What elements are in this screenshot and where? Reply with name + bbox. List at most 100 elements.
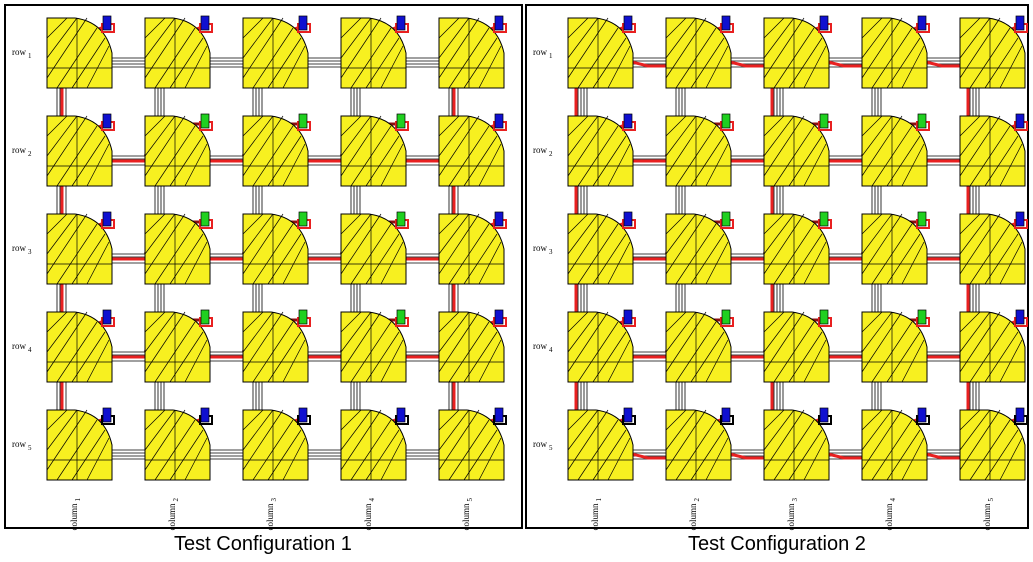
io-block: [624, 16, 632, 30]
io-block: [103, 310, 111, 324]
logic-tile: [47, 310, 114, 382]
column-label-index: 3: [270, 498, 278, 502]
row-label-index: 5: [28, 444, 32, 452]
io-block: [722, 212, 730, 226]
row-label-text: row: [533, 243, 547, 253]
logic-tile: [439, 408, 506, 480]
logic-tile: [341, 310, 408, 382]
logic-tile: [666, 212, 733, 284]
io-block: [820, 212, 828, 226]
column-label-index: 5: [466, 498, 474, 502]
logic-tile: [341, 212, 408, 284]
io-block: [103, 114, 111, 128]
column-label: column5: [982, 498, 995, 531]
route: [922, 61, 965, 66]
io-block: [722, 408, 730, 422]
io-block: [201, 408, 209, 422]
logic-tile: [960, 16, 1027, 88]
row-label-text: row: [12, 47, 26, 57]
io-block: [397, 408, 405, 422]
column-label: column5: [461, 498, 474, 531]
row-label-index: 3: [549, 248, 553, 256]
logic-tile: [568, 212, 635, 284]
io-block: [1016, 212, 1024, 226]
column-label-index: 1: [595, 498, 603, 502]
logic-tile: [568, 16, 635, 88]
io-block: [103, 16, 111, 30]
io-block: [820, 408, 828, 422]
column-label: column4: [884, 498, 897, 531]
column-label-text: column: [265, 503, 275, 530]
row-label: row2: [12, 145, 32, 158]
io-block: [397, 16, 405, 30]
column-label-text: column: [982, 503, 992, 530]
logic-tile: [47, 212, 114, 284]
column-label-text: column: [167, 503, 177, 530]
logic-tile: [666, 16, 733, 88]
logic-tile: [568, 310, 635, 382]
logic-tile: [145, 114, 212, 186]
io-block: [1016, 16, 1024, 30]
column-label: column1: [69, 498, 82, 531]
logic-tile: [145, 212, 212, 284]
column-label-index: 1: [74, 498, 82, 502]
logic-tile: [862, 212, 929, 284]
io-block: [201, 16, 209, 30]
logic-tile: [666, 114, 733, 186]
logic-tile: [47, 16, 114, 88]
route: [726, 61, 769, 66]
row-label-text: row: [533, 145, 547, 155]
logic-tile: [666, 408, 733, 480]
row-label-index: 1: [549, 52, 553, 60]
logic-tile: [439, 310, 506, 382]
io-block: [624, 212, 632, 226]
logic-tile: [47, 114, 114, 186]
route: [628, 453, 671, 458]
io-block: [495, 16, 503, 30]
logic-tile: [666, 310, 733, 382]
route: [726, 453, 769, 458]
column-label: column3: [265, 498, 278, 531]
column-label-text: column: [69, 503, 79, 530]
logic-tile: [568, 408, 635, 480]
logic-tile: [439, 212, 506, 284]
column-label-index: 3: [791, 498, 799, 502]
column-label: column4: [363, 498, 376, 531]
route: [824, 453, 867, 458]
logic-tile: [243, 408, 310, 480]
io-block: [299, 16, 307, 30]
logic-tile: [862, 408, 929, 480]
logic-tile: [862, 310, 929, 382]
io-block: [624, 408, 632, 422]
io-block: [495, 408, 503, 422]
io-block: [722, 114, 730, 128]
io-block: [918, 408, 926, 422]
logic-tile: [243, 310, 310, 382]
column-label: column2: [167, 498, 180, 531]
io-block: [201, 310, 209, 324]
logic-tile: [960, 212, 1027, 284]
column-label-text: column: [884, 503, 894, 530]
logic-tile: [764, 310, 831, 382]
io-block: [103, 408, 111, 422]
column-label-index: 2: [693, 498, 701, 502]
io-block: [624, 310, 632, 324]
column-label-index: 4: [368, 498, 376, 502]
row-label: row3: [533, 243, 553, 256]
io-block: [299, 212, 307, 226]
row-label: row1: [533, 47, 553, 60]
io-block: [722, 16, 730, 30]
column-label: column1: [590, 498, 603, 531]
page: row1row2row3row4row5column1column2column…: [0, 0, 1033, 562]
logic-tile: [439, 16, 506, 88]
column-label-text: column: [590, 503, 600, 530]
io-block: [299, 408, 307, 422]
logic-tile: [243, 212, 310, 284]
column-label-index: 5: [987, 498, 995, 502]
io-block: [1016, 408, 1024, 422]
logic-tile: [568, 114, 635, 186]
row-label-text: row: [12, 439, 26, 449]
row-label-text: row: [533, 439, 547, 449]
row-label-text: row: [533, 341, 547, 351]
